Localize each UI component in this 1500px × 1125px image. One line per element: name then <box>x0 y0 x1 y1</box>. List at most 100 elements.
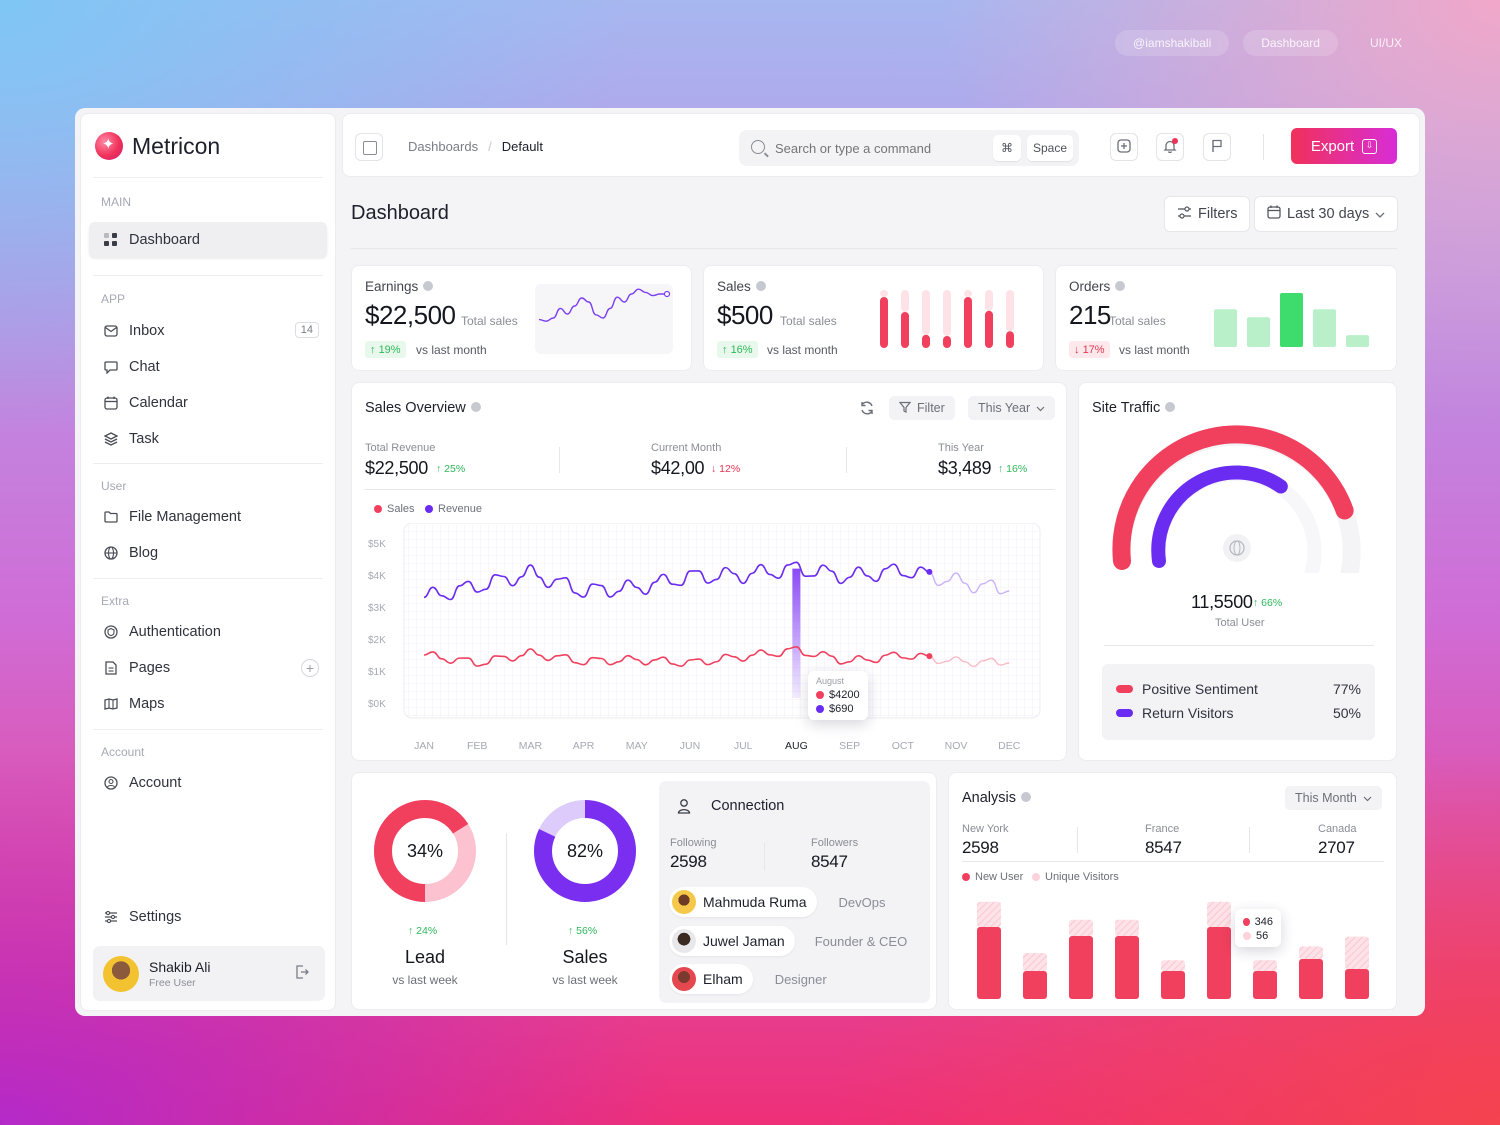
unique-visitors-bar <box>1345 936 1369 969</box>
logo[interactable]: Metricon <box>95 132 220 160</box>
info-icon[interactable] <box>1165 402 1176 413</box>
top-link-dashboard[interactable]: Dashboard <box>1243 30 1338 56</box>
sidebar-item-file-management[interactable]: File Management <box>89 499 327 535</box>
filters-button[interactable]: Filters <box>1164 196 1251 232</box>
inbox-count-badge: 14 <box>294 322 319 338</box>
info-icon[interactable] <box>755 281 766 292</box>
section-app: APP <box>101 292 126 306</box>
shortcut-key: Space <box>1027 135 1073 161</box>
earnings-sparkline <box>535 284 673 354</box>
analysis-tooltip: 346 56 <box>1235 909 1281 947</box>
top-link-uiux[interactable]: UI/UX <box>1369 36 1402 50</box>
stat-value-this-year: $3,489 <box>938 458 992 478</box>
connection-title: Connection <box>711 798 785 814</box>
info-icon[interactable] <box>470 402 481 413</box>
sidebar-item-dashboard[interactable]: Dashboard <box>89 222 327 258</box>
search-input[interactable] <box>775 141 975 156</box>
x-tick-label: OCT <box>892 740 915 752</box>
breadcrumb-default[interactable]: Default <box>501 139 543 154</box>
export-button[interactable]: Export ⇩ <box>1291 128 1397 164</box>
analysis-period-select[interactable]: This Month <box>1285 786 1382 810</box>
refresh-icon[interactable] <box>859 400 875 421</box>
sidebar-item-label: Inbox <box>129 323 165 339</box>
sidebar-item-maps[interactable]: Maps <box>89 686 327 722</box>
logout-icon[interactable] <box>295 965 309 982</box>
connection-row[interactable]: Juwel Jaman Founder & CEO <box>669 926 907 956</box>
unique-visitors-bar <box>1207 901 1231 927</box>
sidebar-item-label: File Management <box>129 509 242 525</box>
calendar-icon <box>1267 205 1281 223</box>
add-page-button[interactable]: + <box>301 659 319 677</box>
orders-bar <box>1214 309 1237 347</box>
notifications-button[interactable] <box>1156 133 1184 161</box>
bottom-metrics-card: 34% ↑ 24% Lead vs last week 82% ↑ 56% Sa… <box>351 772 937 1010</box>
x-tick-label: SEP <box>839 740 860 752</box>
traffic-gauge <box>1112 425 1361 573</box>
sales-overview-card: Sales Overview Filter This Year Total Re… <box>351 382 1067 761</box>
sidebar-item-task[interactable]: Task <box>89 421 327 457</box>
search-icon <box>751 140 765 154</box>
info-icon[interactable] <box>1021 792 1031 803</box>
logo-icon <box>95 132 123 160</box>
toggle-sidebar-button[interactable] <box>355 133 383 161</box>
donut-arc <box>534 800 636 902</box>
earnings-sub: Total sales <box>461 314 518 328</box>
analysis-period-label: This Month <box>1295 791 1357 805</box>
search-bar[interactable]: ⌘ Space <box>739 130 1079 166</box>
sidebar-item-label: Authentication <box>129 624 221 640</box>
info-icon[interactable] <box>1115 281 1126 292</box>
chart-filter-button[interactable]: Filter <box>889 396 955 420</box>
stat-change-current-month: ↓ 12% <box>711 463 741 475</box>
connection-row[interactable]: Mahmuda Ruma DevOps <box>669 887 885 917</box>
avatar <box>672 967 696 991</box>
x-tick-label: FEB <box>467 740 487 752</box>
new-user-bar <box>1161 971 1185 999</box>
legend-unique-visitors: Unique Visitors <box>1032 871 1119 883</box>
x-tick-label: JUL <box>734 740 753 752</box>
unique-visitors-bar <box>1161 960 1185 971</box>
sales-donut-label: Sales <box>562 947 608 967</box>
add-widget-button[interactable] <box>1110 133 1138 161</box>
period-select[interactable]: This Year <box>968 396 1056 420</box>
section-extra: Extra <box>101 594 130 608</box>
city-value: 8547 <box>1145 838 1182 857</box>
chart-tooltip: August $4200 $690 <box>808 671 868 720</box>
flag-button[interactable] <box>1203 133 1231 161</box>
sales-sub: Total sales <box>780 314 837 328</box>
user-profile-card[interactable]: Shakib Ali Free User <box>93 946 325 1001</box>
tooltip-new-user: 346 <box>1243 916 1273 928</box>
sidebar-item-label: Chat <box>129 359 160 375</box>
mail-icon <box>103 323 119 339</box>
breadcrumb: Dashboards / Default <box>408 139 543 154</box>
connection-row[interactable]: Elham Designer <box>669 964 827 994</box>
connection-role: DevOps <box>838 894 886 910</box>
sidebar-item-pages[interactable]: Pages + <box>89 650 327 686</box>
sparkline-bg <box>535 284 673 354</box>
date-range-select[interactable]: Last 30 days <box>1254 196 1399 232</box>
highlight-bar <box>792 568 801 698</box>
sidebar-item-inbox[interactable]: Inbox 14 <box>89 313 327 349</box>
chevron-down-icon <box>1036 401 1045 415</box>
stat-label-this-year: This Year <box>938 442 984 454</box>
city-label: Canada <box>1318 823 1357 835</box>
top-link-handle[interactable]: @iamshakibali <box>1115 30 1230 56</box>
unique-visitors-bar <box>1115 919 1139 936</box>
city-value: 2707 <box>1318 838 1355 857</box>
globe-icon <box>1223 534 1251 562</box>
sidebar-item-blog[interactable]: Blog <box>89 535 327 571</box>
sidebar-item-authentication[interactable]: Authentication <box>89 614 327 650</box>
unique-visitors-bar <box>1069 919 1093 936</box>
sidebar-item-label: Calendar <box>129 395 188 411</box>
sidebar-item-account[interactable]: Account <box>89 765 327 801</box>
info-icon[interactable] <box>423 281 434 292</box>
sidebar-item-calendar[interactable]: Calendar <box>89 385 327 421</box>
sidebar-item-chat[interactable]: Chat <box>89 349 327 385</box>
x-tick-label: DEC <box>998 740 1021 752</box>
series-line-revenue <box>423 561 930 601</box>
x-tick-label: NOV <box>945 740 968 752</box>
earnings-vs: vs last month <box>416 343 487 357</box>
sidebar-item-settings[interactable]: Settings <box>89 899 327 935</box>
breadcrumb-dashboards[interactable]: Dashboards <box>408 139 479 154</box>
positive-sentiment-value: 77% <box>1332 681 1361 697</box>
sidebar-item-label: Dashboard <box>129 232 200 248</box>
